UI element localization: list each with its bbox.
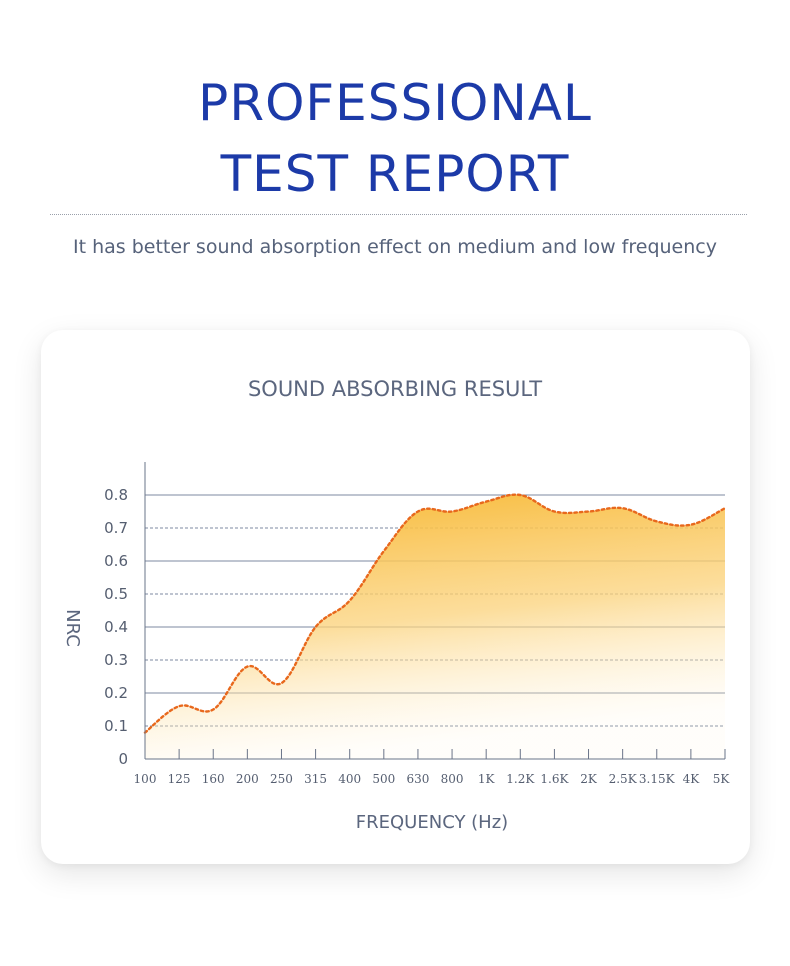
y-tick-label: 0.7 <box>104 519 128 537</box>
y-axis-label: NRC <box>62 609 83 647</box>
x-tick-label: 1.2K <box>506 772 535 786</box>
x-tick-label: 160 <box>202 772 225 786</box>
x-tick-label: 2.5K <box>609 772 638 786</box>
x-tick-label: 1.6K <box>540 772 569 786</box>
y-tick-label: 0.6 <box>104 552 128 570</box>
x-tick-label: 4K <box>683 772 701 786</box>
y-tick-label: 0.2 <box>104 684 128 702</box>
y-tick-label: 0.1 <box>104 717 128 735</box>
x-tick-label: 200 <box>236 772 259 786</box>
page-title-line1: PROFESSIONAL <box>198 74 592 132</box>
y-tick-label: 0.5 <box>104 585 128 603</box>
x-tick-label: 250 <box>270 772 293 786</box>
area-fill <box>145 494 725 759</box>
x-tick-label: 400 <box>338 772 361 786</box>
x-tick-label: 3.15K <box>639 772 676 786</box>
x-tick-label: 500 <box>372 772 395 786</box>
x-tick-label: 5K <box>713 772 731 786</box>
x-tick-label: 1K <box>478 772 496 786</box>
data-line <box>143 493 727 734</box>
x-tick-label: 100 <box>134 772 157 786</box>
axes <box>144 462 726 760</box>
x-tick-labels: 100 125 160 200 250 315 400 500 630 800 1K 1.2K 1.6K… <box>134 772 731 786</box>
y-tick-labels: 0 0.1 0.2 0.3 0.4 0.5 0.6 0.7 0.8 <box>104 486 128 768</box>
page-title-line2: TEST REPORT <box>220 145 570 203</box>
y-tick-label: 0.4 <box>104 618 128 636</box>
x-tick-label: 315 <box>304 772 327 786</box>
chart-title: SOUND ABSORBING RESULT <box>248 377 542 401</box>
x-tick-label: 2K <box>580 772 598 786</box>
dotted-divider <box>50 214 747 215</box>
x-tick-label: 800 <box>441 772 464 786</box>
page-subtitle: It has better sound absorption effect on… <box>73 236 717 258</box>
y-tick-label: 0.8 <box>104 486 128 504</box>
x-tick-label: 125 <box>168 772 191 786</box>
y-tick-label: 0 <box>118 750 128 768</box>
y-tick-label: 0.3 <box>104 651 128 669</box>
x-axis-label: FREQUENCY (Hz) <box>356 812 508 833</box>
x-tick-label: 630 <box>406 772 429 786</box>
